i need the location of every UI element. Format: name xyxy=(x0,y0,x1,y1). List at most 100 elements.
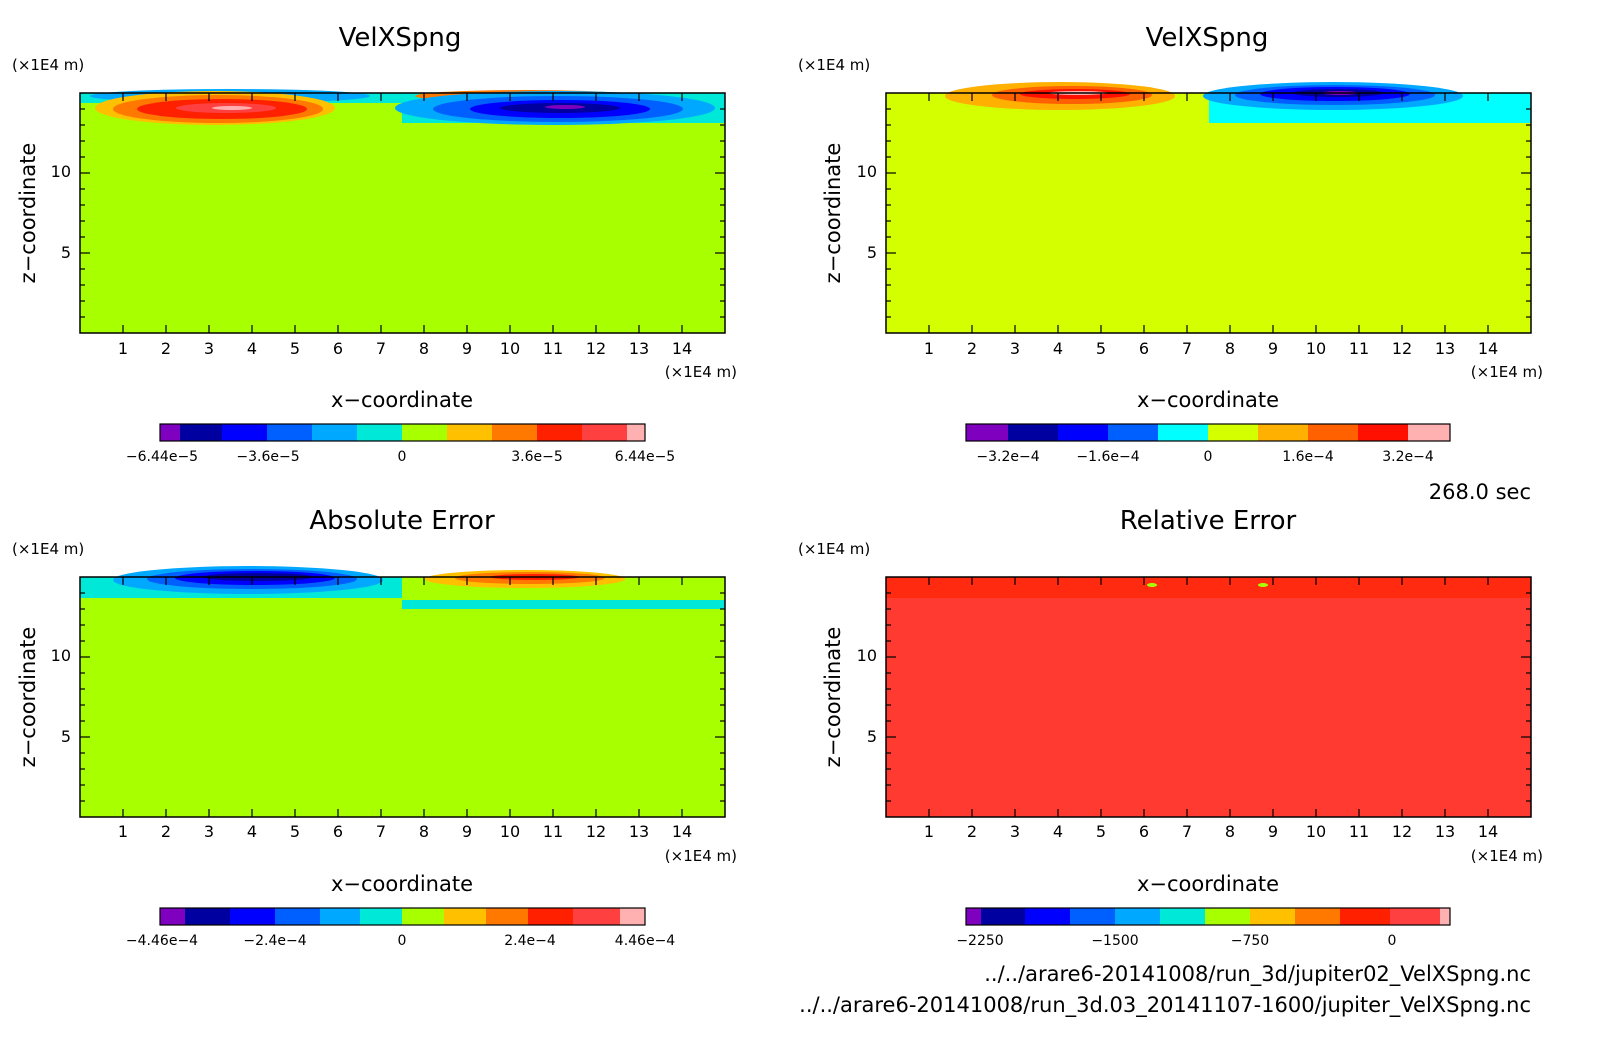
colorbar-swatch xyxy=(1258,424,1308,441)
colorbar-swatch xyxy=(1058,424,1108,441)
colorbar-tick-label: 3.2e−4 xyxy=(1382,449,1434,465)
x-tick-label: 14 xyxy=(672,339,692,358)
x-tick-label: 3 xyxy=(1010,339,1020,358)
colorbar-tick-label: 2.4e−4 xyxy=(504,933,556,949)
colorbar-tick-label: 0 xyxy=(398,449,407,465)
x-tick-label: 2 xyxy=(967,822,977,841)
x-ticks: 1 2 3 4 5 6 7 8 9 10 11 12 13 14 xyxy=(924,822,1498,841)
x-ticks: 1 2 3 4 5 6 7 8 9 10 11 12 13 14 xyxy=(118,822,692,841)
colorbar-swatch xyxy=(1308,424,1358,441)
x-tick-label: 12 xyxy=(586,822,606,841)
plot-frame xyxy=(79,92,726,334)
x-tick-label: 11 xyxy=(543,339,563,358)
colorbar-swatch xyxy=(573,908,620,925)
colorbar-swatch xyxy=(1295,908,1340,925)
x-tick-label: 5 xyxy=(290,822,300,841)
colorbar-swatch xyxy=(447,424,492,441)
x-tick-label: 5 xyxy=(1096,339,1106,358)
x-tick-label: 8 xyxy=(1225,339,1235,358)
colorbar-tick-label: 6.44e−5 xyxy=(615,449,675,465)
y-axis-label: z−coordinate xyxy=(821,143,845,284)
colorbar-swatch xyxy=(402,908,444,925)
colorbar-swatch xyxy=(627,424,645,441)
x-tick-label: 5 xyxy=(290,339,300,358)
x-tick-label: 4 xyxy=(247,822,257,841)
plot-area xyxy=(885,576,1532,818)
colorbar-swatch xyxy=(1115,908,1160,925)
x-unit-label: (×1E4 m) xyxy=(665,363,737,381)
colorbar-frame xyxy=(965,423,1451,442)
field-background xyxy=(886,93,1531,333)
x-tick-label: 12 xyxy=(1392,339,1412,358)
colorbar-swatch xyxy=(444,908,486,925)
x-tick-label: 14 xyxy=(672,822,692,841)
colorbar-tick-label: 3.6e−5 xyxy=(511,449,563,465)
colorbar-swatch xyxy=(320,908,360,925)
x-tick-label: 2 xyxy=(161,822,171,841)
x-unit-label: (×1E4 m) xyxy=(1471,847,1543,865)
colorbar-tick-label: −1500 xyxy=(1091,933,1138,949)
file-path-line: ../../arare6-20141008/run_3d/jupiter02_V… xyxy=(984,962,1531,987)
colorbar-swatch xyxy=(185,908,230,925)
colorbar-frame xyxy=(159,423,646,442)
y-unit-label: (×1E4 m) xyxy=(12,56,84,74)
colorbar-swatch xyxy=(1070,908,1115,925)
colorbar-swatch xyxy=(1205,908,1250,925)
colorbar-swatch xyxy=(357,424,402,441)
colorbar-frame xyxy=(965,907,1451,926)
x-tick-label: 9 xyxy=(1268,822,1278,841)
contour-band xyxy=(212,106,252,110)
x-tick-label: 6 xyxy=(1139,339,1149,358)
colorbar-swatch xyxy=(486,908,528,925)
y-ticks: 5 10 xyxy=(51,646,71,746)
plot-area xyxy=(79,566,726,818)
y-tick-label: 10 xyxy=(857,646,877,665)
contour-band xyxy=(402,600,725,609)
file-path-line: ../../arare6-20141008/run_3d.03_20141107… xyxy=(799,993,1531,1018)
x-ticks: 1 2 3 4 5 6 7 8 9 10 11 12 13 14 xyxy=(924,339,1498,358)
colorbar-swatch xyxy=(1250,908,1295,925)
x-tick-label: 13 xyxy=(1435,822,1455,841)
panel-velxspng-1: VelXSpng (×1E4 m) 1 2 3 4 xyxy=(12,23,737,465)
x-axis-label: x−coordinate xyxy=(1137,872,1279,896)
x-tick-label: 3 xyxy=(204,822,214,841)
y-unit-label: (×1E4 m) xyxy=(798,56,870,74)
colorbar-swatch xyxy=(402,424,447,441)
colorbar: −4.46e−4 −2.4e−4 0 2.4e−4 4.46e−4 xyxy=(126,907,676,949)
x-tick-label: 6 xyxy=(1139,822,1149,841)
colorbar-tick-label: −3.6e−5 xyxy=(236,449,299,465)
x-ticks: 1 2 3 4 5 6 7 8 9 10 11 12 13 14 xyxy=(118,339,692,358)
colorbar-tick-label: −3.2e−4 xyxy=(976,449,1039,465)
y-tick-label: 5 xyxy=(867,727,877,746)
x-tick-label: 8 xyxy=(1225,822,1235,841)
x-tick-label: 13 xyxy=(629,822,649,841)
x-tick-label: 7 xyxy=(1182,339,1192,358)
panel-title: Absolute Error xyxy=(309,506,495,536)
x-tick-label: 11 xyxy=(1349,822,1369,841)
panel-title: VelXSpng xyxy=(339,23,462,53)
x-tick-label: 4 xyxy=(247,339,257,358)
colorbar-swatch xyxy=(981,908,1025,925)
colorbar-swatch xyxy=(620,908,645,925)
x-tick-label: 4 xyxy=(1053,339,1063,358)
x-tick-label: 14 xyxy=(1478,339,1498,358)
x-tick-label: 4 xyxy=(1053,822,1063,841)
x-tick-label: 6 xyxy=(333,822,343,841)
colorbar-swatch xyxy=(230,908,275,925)
y-tick-label: 10 xyxy=(857,162,877,181)
tick-marks xyxy=(80,577,725,817)
plot-frame xyxy=(79,576,726,818)
x-tick-label: 7 xyxy=(376,822,386,841)
time-label: 268.0 sec xyxy=(1429,480,1531,504)
colorbar-tick-label: 4.46e−4 xyxy=(615,933,676,949)
file-path-footer: ../../arare6-20141008/run_3d/jupiter02_V… xyxy=(799,962,1531,1018)
y-unit-label: (×1E4 m) xyxy=(798,540,870,558)
contour-band xyxy=(1258,583,1268,587)
x-tick-label: 10 xyxy=(500,339,520,358)
colorbar-tick-label: −750 xyxy=(1231,933,1269,949)
y-unit-label: (×1E4 m) xyxy=(12,540,84,558)
colorbar-tick-label: −2.4e−4 xyxy=(243,933,306,949)
contour-band xyxy=(1147,583,1157,587)
y-tick-label: 5 xyxy=(61,727,71,746)
x-tick-label: 8 xyxy=(419,339,429,358)
